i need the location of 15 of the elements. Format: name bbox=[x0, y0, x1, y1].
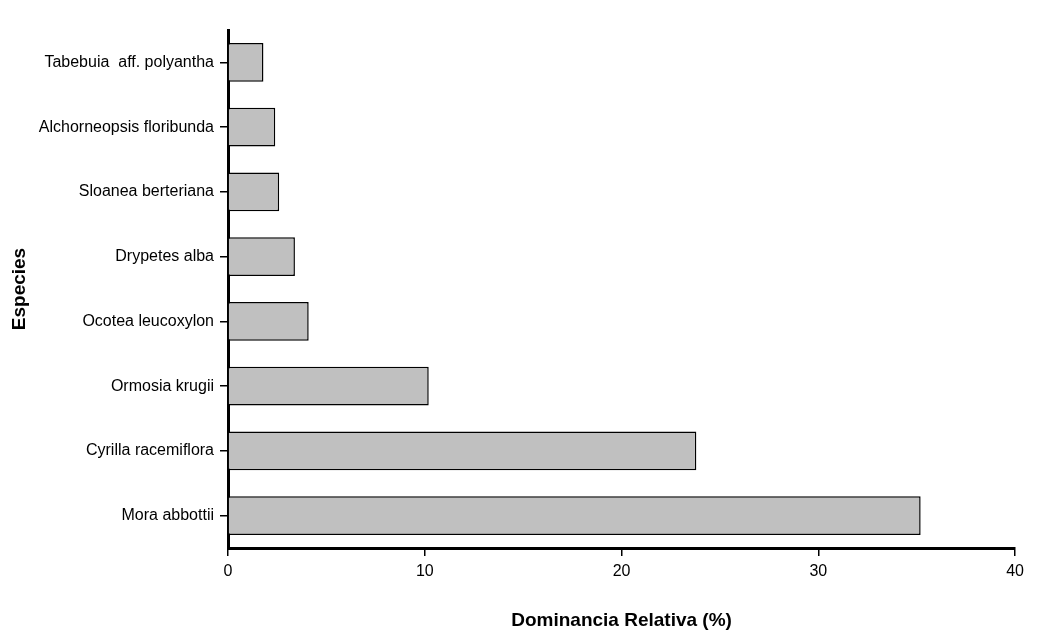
y-tick-label: Tabebuia aff. polyantha bbox=[44, 52, 215, 70]
x-axis-title: Dominancia Relativa (%) bbox=[511, 608, 732, 630]
y-tick-label: Alchorneopsis floribunda bbox=[38, 117, 215, 135]
y-tick-label: Ormosia krugii bbox=[110, 376, 215, 394]
y-tick-label: Mora abbottii bbox=[121, 506, 215, 524]
x-tick-label: 20 bbox=[612, 562, 631, 580]
x-tick-label: 0 bbox=[223, 562, 233, 580]
x-tick-label: 40 bbox=[1006, 562, 1025, 580]
y-axis-title: Especies bbox=[7, 247, 29, 331]
y-tick-label: Cyrilla racemiflora bbox=[85, 441, 215, 459]
x-tick-label: 10 bbox=[415, 562, 434, 580]
y-tick-label: Drypetes alba bbox=[115, 247, 215, 265]
y-tick-label: Sloanea berteriana bbox=[78, 182, 215, 200]
y-tick-label: Ocotea leucoxylon bbox=[82, 311, 215, 329]
x-tick-label: 30 bbox=[809, 562, 828, 580]
